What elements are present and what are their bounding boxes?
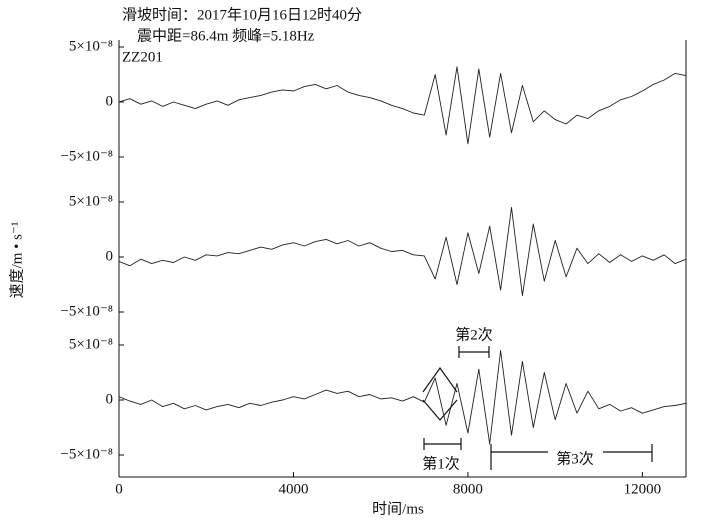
x-tick-label: 0 — [115, 481, 123, 497]
x-axis-label: 时间/ms — [372, 500, 424, 517]
y-tick-label: 0 — [106, 248, 114, 264]
x-tick-label: 4000 — [278, 481, 308, 497]
y-tick-label: 0 — [106, 93, 114, 109]
y-axis-label: 速度/m • s⁻¹ — [8, 222, 25, 299]
title-line: 震中距=86.4m 频峰=5.18Hz — [137, 27, 315, 44]
bracket — [423, 438, 462, 450]
annotation: 第1次 — [422, 454, 460, 472]
y-tick-label: 5×10⁻⁸ — [69, 193, 113, 209]
x-tick-label: 12000 — [624, 481, 662, 497]
bracket — [490, 444, 653, 470]
waveform — [118, 207, 687, 296]
waveform — [118, 350, 687, 445]
title-line: 滑坡时间：2017年10月16日12时40分 — [122, 6, 362, 23]
y-tick-label: 5×10⁻⁸ — [69, 336, 113, 352]
y-tick-label: −5×10⁻⁸ — [60, 303, 113, 319]
y-tick-label: 5×10⁻⁸ — [69, 38, 113, 54]
trace-name: ZZ201 — [122, 49, 163, 65]
x-tick-label: 8000 — [453, 481, 483, 497]
y-tick-label: 0 — [106, 391, 114, 407]
waveform — [118, 66, 687, 145]
y-tick-label: −5×10⁻⁸ — [60, 446, 113, 462]
y-tick-label: −5×10⁻⁸ — [60, 148, 113, 164]
annotation: 第3次 — [556, 449, 594, 467]
bracket — [458, 346, 490, 358]
annotation: 第2次 — [455, 325, 493, 343]
